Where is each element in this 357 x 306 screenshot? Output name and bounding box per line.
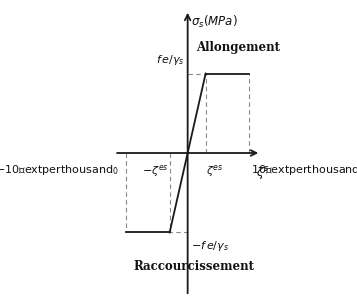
Text: $-f\,e/\gamma_s$: $-f\,e/\gamma_s$ — [191, 239, 228, 253]
Text: $f\,e/\gamma_s$: $f\,e/\gamma_s$ — [156, 53, 185, 67]
Text: $10\text{\textperthousand}_0$: $10\text{\textperthousand}_0$ — [251, 162, 357, 177]
Text: Allongement: Allongement — [196, 41, 280, 54]
Text: $-\zeta^{es}$: $-\zeta^{es}$ — [142, 162, 169, 178]
Text: $\sigma_s(MPa)$: $\sigma_s(MPa)$ — [191, 14, 237, 30]
Text: $-10\text{\textperthousand}_0$: $-10\text{\textperthousand}_0$ — [0, 162, 119, 177]
Text: $\zeta^s$: $\zeta^s$ — [256, 165, 269, 182]
Text: Raccourcissement: Raccourcissement — [134, 260, 255, 273]
Text: $\zeta^{es}$: $\zeta^{es}$ — [206, 162, 224, 178]
